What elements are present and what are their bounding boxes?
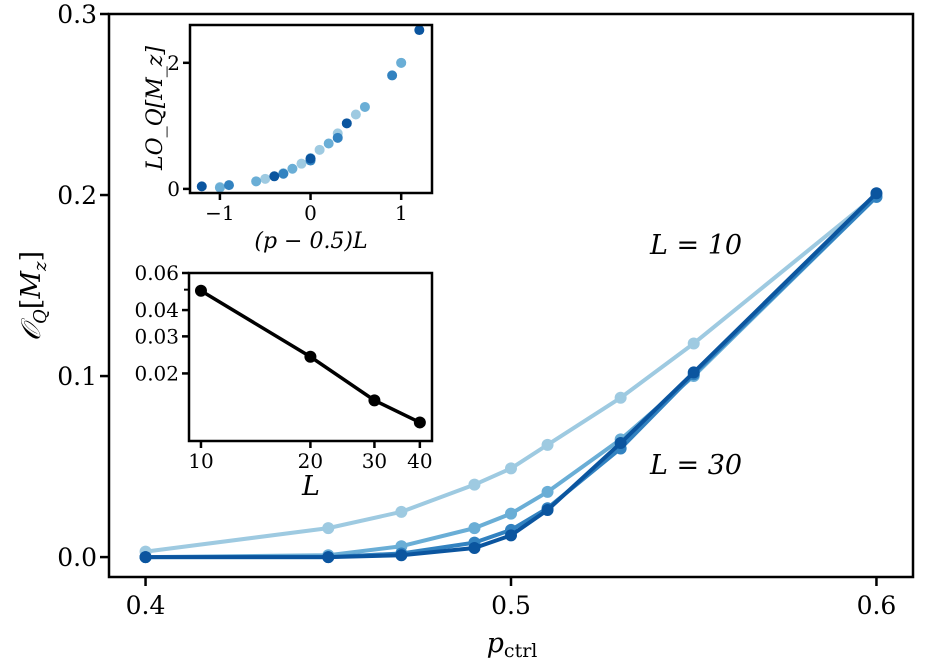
data-point-L40 [139, 551, 152, 564]
collapse-point-L30 [278, 168, 289, 179]
inset1-y-label: LO_Q[M_z] [143, 46, 168, 171]
data-point-L40 [614, 437, 627, 450]
main-x-tick-label: 0.5 [491, 591, 531, 620]
data-point-L10 [687, 337, 700, 350]
main-y-tick-label: 0.3 [57, 0, 97, 29]
inset2-x-label: L [301, 471, 320, 502]
annotation-l10: L = 10 [649, 230, 742, 261]
main-plot: 0.4 0.5 0.6 0.0 0.1 0.2 0.3 [57, 0, 915, 620]
collapse-point-L40 [414, 25, 425, 36]
data-point-L10 [541, 438, 554, 451]
collapse-point-L10 [350, 109, 361, 120]
inset-loglog-plot: 10 20 30 40 0.02 0.030.04 0.06 [134, 261, 434, 473]
data-point-L10 [395, 505, 408, 518]
y-axis-label: 𝒪Q[Mz] [16, 251, 51, 341]
collapse-point-L40 [196, 181, 207, 192]
collapse-point-L10 [296, 158, 307, 169]
inset1-y-tick-label: 2 [167, 51, 180, 75]
inset-collapse-plot: −1 0 1 0 2 [167, 23, 434, 225]
inset1-x-tick-label: 1 [395, 201, 408, 225]
data-point-L40 [395, 549, 408, 562]
main-y-tick-label: 0.1 [57, 362, 97, 391]
collapse-point-L10 [314, 144, 325, 155]
data-point-L40 [468, 542, 481, 555]
data-point-L20 [468, 522, 481, 535]
data-point-L40 [322, 551, 335, 564]
collapse-point-L30 [387, 70, 398, 81]
collapse-point-L20 [359, 101, 370, 112]
collapse-point-L20 [323, 138, 334, 149]
inset2-x-tick-label: 10 [188, 449, 213, 473]
annotation-l30: L = 30 [649, 450, 742, 481]
inset2-y-tick-label: 0.02 [134, 361, 179, 385]
inset2-y-tick-label: 0.04 [134, 298, 179, 322]
collapse-point-L30 [223, 180, 234, 191]
inset2-point [194, 284, 207, 297]
collapse-point-L40 [341, 118, 352, 129]
collapse-point-L10 [260, 173, 271, 184]
inset1-x-tick-label: −1 [205, 201, 234, 225]
inset2-point [304, 350, 317, 363]
inset2-x-tick-label: 40 [407, 449, 432, 473]
collapse-point-L20 [214, 182, 225, 193]
main-x-tick-label: 0.4 [126, 591, 166, 620]
collapse-point-L30 [332, 132, 343, 143]
collapse-point-L20 [287, 163, 298, 174]
main-x-tick-label: 0.6 [857, 591, 897, 620]
inset2-y-tick-label: 0.06 [134, 261, 179, 285]
data-point-L20 [505, 507, 517, 520]
collapse-point-L40 [305, 153, 316, 164]
data-point-L10 [322, 522, 335, 535]
main-y-tick-label: 0.0 [57, 543, 97, 572]
data-point-L10 [614, 391, 627, 404]
inset1-y-tick-label: 0 [167, 177, 180, 201]
inset1-x-label: (p − 0.5)L [254, 229, 367, 254]
data-point-L40 [541, 504, 554, 517]
inset2-x-tick-label: 20 [298, 449, 323, 473]
data-point-L10 [505, 462, 517, 475]
collapse-point-L40 [269, 171, 280, 182]
x-axis-label: pctrl [487, 628, 538, 662]
inset2-x-tick-label: 30 [362, 449, 387, 473]
data-point-L40 [505, 529, 517, 542]
inset1-background [190, 25, 432, 193]
data-point-L40 [870, 187, 883, 200]
inset2-y-tick-label: 0.03 [134, 324, 179, 348]
main-y-tick-label: 0.2 [57, 181, 97, 210]
collapse-point-L20 [396, 57, 407, 68]
inset2-line [200, 289, 421, 425]
inset2-point [368, 394, 381, 407]
inset1-x-tick-label: 0 [304, 201, 317, 225]
data-point-L20 [541, 485, 554, 498]
inset2-point [413, 416, 426, 429]
data-point-L10 [468, 478, 481, 491]
collapse-point-L20 [251, 176, 262, 187]
data-point-L40 [687, 366, 700, 379]
